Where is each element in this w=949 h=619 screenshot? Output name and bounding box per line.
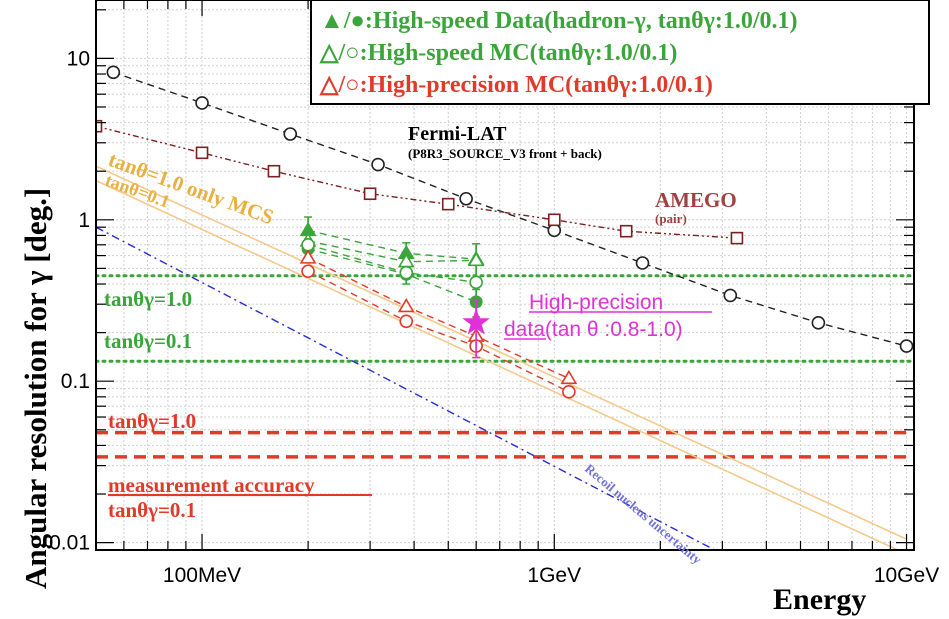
green-line-label-1: tanθγ=1.0: [104, 287, 192, 311]
data-point: [195, 146, 209, 160]
data-point: [106, 65, 121, 80]
data-point: [363, 187, 377, 201]
green-line-label-2: tanθγ=0.1: [104, 329, 192, 353]
data-point: [283, 127, 298, 141]
data-point: [899, 339, 914, 353]
plot-frame: [95, 0, 915, 551]
legend-symbols-2: △/○: [319, 40, 360, 66]
series: [96, 65, 914, 399]
x-tick-label: 1GeV: [527, 564, 581, 587]
series-line: [307, 257, 570, 380]
fermi-sublabel: (P8R3_SOURCE_V3 front + back): [408, 146, 602, 161]
data-point: [811, 316, 826, 330]
red-line-label-2: tanθγ=0.1: [108, 498, 196, 522]
legend-text-3: :High-precision MC(tanθγ:1.0/0.1): [360, 72, 713, 98]
data-point: [469, 275, 483, 290]
x-axis-label: Energy: [773, 583, 866, 616]
svg-text:▲/●:High-speed Data(hadron-γ,: ▲/●:High-speed Data(hadron-γ, tanθγ:1.0/…: [320, 8, 797, 34]
series-6: [301, 237, 483, 290]
x-tick-label: 100MeV: [163, 564, 241, 587]
data-point: [619, 224, 633, 238]
reference-lines: [96, 165, 914, 550]
red-line-label-1: tanθγ=1.0: [108, 409, 196, 433]
data-point: [399, 265, 414, 280]
data-point: [371, 157, 385, 172]
recoil-label: Recoil nucleus uncertainty: [582, 461, 705, 568]
series-2: [96, 119, 744, 245]
y-tick-label: 0.01: [49, 532, 90, 555]
series-1: [106, 65, 914, 353]
measurement-accuracy-label: measurement accuracy: [108, 473, 315, 497]
series-line: [113, 71, 907, 347]
data-point: [635, 256, 650, 270]
data-point: [560, 369, 578, 385]
data-point: [399, 314, 414, 329]
high-precision-label-2: data(tan θ :0.8-1.0): [504, 318, 683, 341]
y-tick-label: 10: [67, 47, 90, 70]
y-tick-label: 0.1: [61, 370, 90, 393]
amego-sublabel: (pair): [655, 211, 687, 226]
legend: ▲/●:High-speed Data(hadron-γ, tanθγ:1.0/…: [310, 0, 930, 105]
legend-symbols-3: △/○: [319, 72, 360, 98]
svg-text:△/○:High-precision MC(tanθγ:1.: △/○:High-precision MC(tanθγ:1.0/0.1): [319, 72, 713, 98]
high-precision-label-1: High-precision: [529, 291, 663, 314]
data-point: [441, 197, 455, 211]
reference-line-6: [96, 179, 900, 550]
reference-line-5: [96, 165, 907, 540]
data-point: [462, 308, 490, 335]
data-point: [562, 384, 576, 399]
data-point: [96, 119, 103, 133]
fermi-label: Fermi-LAT: [408, 123, 507, 145]
legend-symbols-1: ▲/●: [320, 8, 365, 34]
legend-text-1: :High-speed Data(hadron-γ, tanθγ:1.0/0.1…: [365, 8, 798, 34]
amego-label: AMEGO: [655, 188, 737, 212]
y-axis-label: Angular resolution for γ [deg.]: [18, 188, 53, 589]
data-point: [547, 223, 562, 238]
data-point: [723, 288, 738, 303]
data-point: [730, 231, 744, 245]
data-point: [397, 297, 415, 313]
data-point: [195, 96, 209, 110]
data-point: [547, 213, 561, 227]
series-line: [307, 270, 570, 393]
legend-text-2: :High-speed MC(tanθγ:1.0/0.1): [360, 40, 678, 66]
y-tick-label: 1: [78, 209, 90, 232]
data-point: [467, 251, 485, 267]
reference-line-7: [96, 226, 717, 550]
x-tick-label: 10GeV: [874, 564, 939, 587]
data-point: [459, 191, 473, 206]
series-9: [462, 298, 490, 359]
data-point: [301, 237, 315, 252]
data-point: [267, 164, 281, 178]
series-3: [299, 216, 485, 280]
svg-text:△/○:High-speed MC(tanθγ:1.0/0.: △/○:High-speed MC(tanθγ:1.0/0.1): [319, 40, 677, 66]
series-4: [301, 238, 483, 318]
data-point: [299, 249, 317, 264]
data-point: [301, 264, 315, 279]
